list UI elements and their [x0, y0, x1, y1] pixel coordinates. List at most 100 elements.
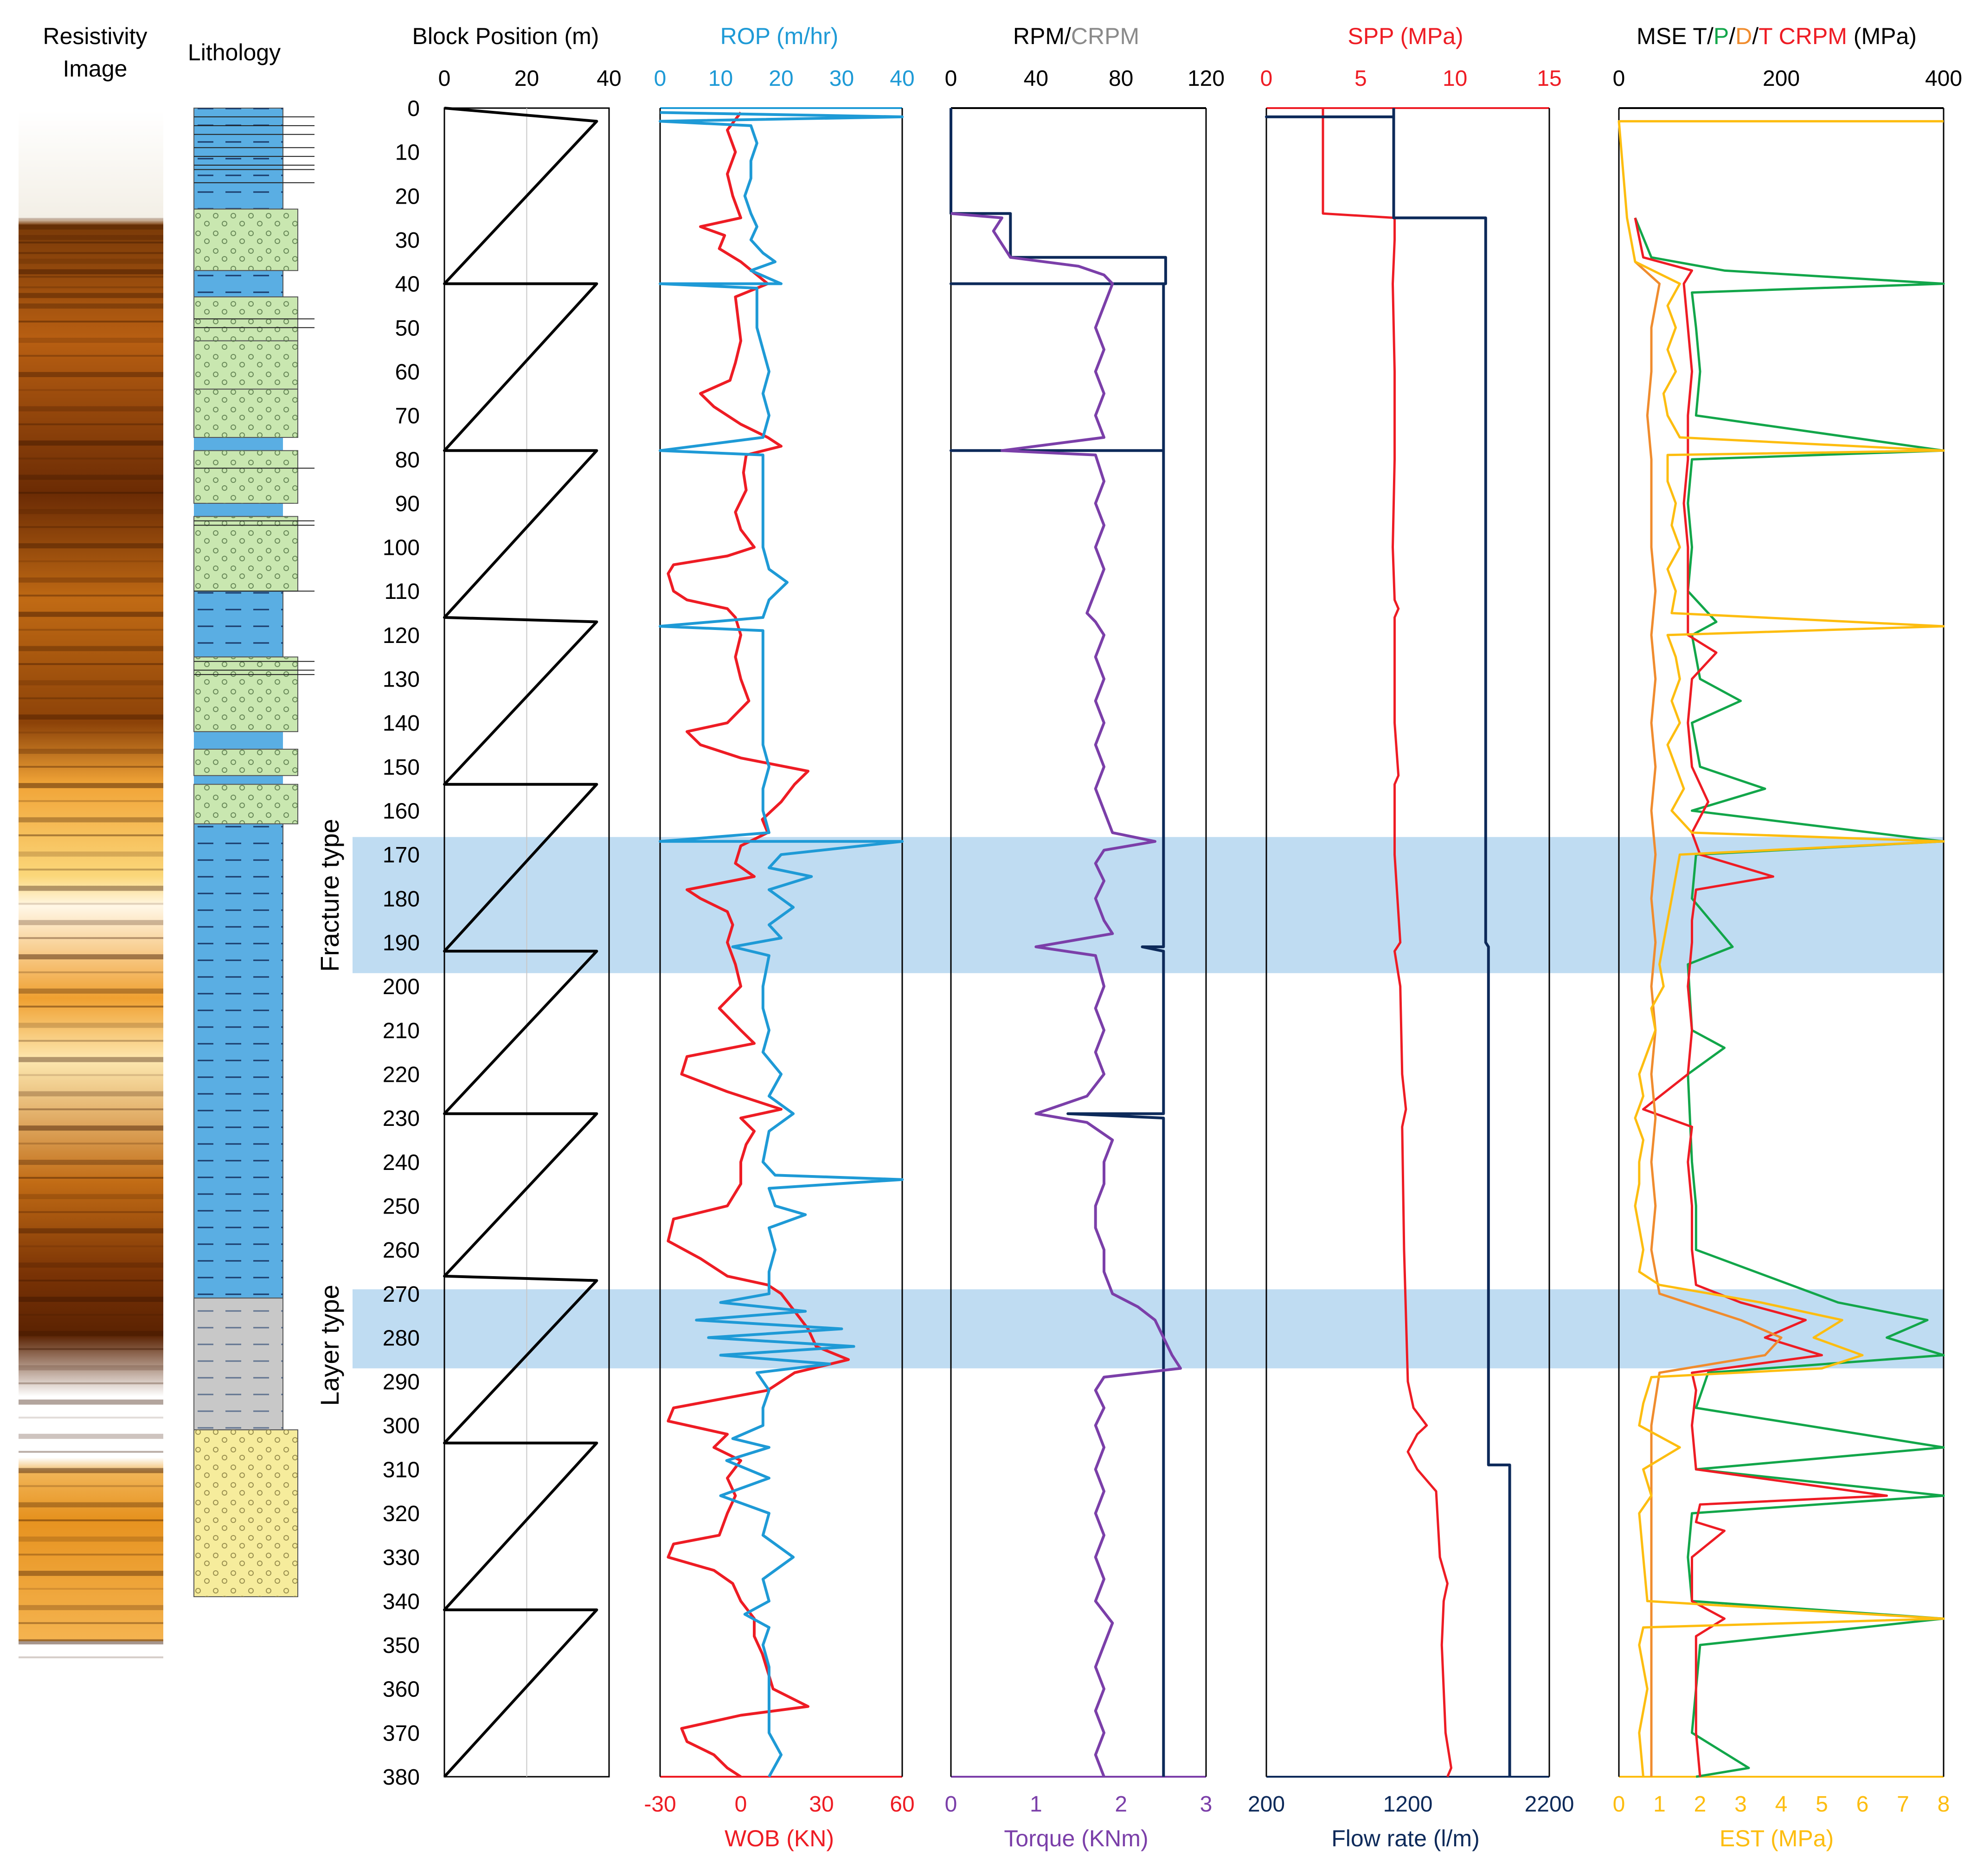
depth-tick-label: 140: [383, 711, 420, 736]
spp_flow-top-tick-label: 5: [1354, 66, 1367, 91]
mse-bottom-tick-label: 5: [1816, 1792, 1828, 1817]
mse-bottom-tick-label: 3: [1734, 1792, 1747, 1817]
mse-title-t: MSE T/: [1637, 23, 1714, 49]
resistivity-stripe: [19, 1382, 163, 1384]
torque-axis-title: Torque (KNm): [1004, 1825, 1148, 1851]
resistivity-stripe: [19, 697, 163, 700]
spp_flow-top-tick-label: 15: [1537, 66, 1561, 91]
resistivity-stripe: [19, 765, 163, 768]
resistivity-stripe: [19, 252, 163, 254]
resistivity-stripe: [19, 372, 163, 377]
resistivity-stripe: [19, 224, 163, 230]
resistivity-stripe: [19, 646, 163, 651]
depth-tick-label: 30: [395, 228, 420, 253]
spp-axis-title: SPP (MPa): [1348, 23, 1463, 49]
depth-tick-label: 120: [383, 623, 420, 648]
depth-tick-label: 180: [383, 887, 420, 912]
mse-title-unit: (MPa): [1847, 23, 1917, 49]
lithology-sand-pattern: [194, 450, 298, 503]
zone-labels: Fracture type Layer type: [315, 819, 344, 1406]
depth-tick-label: 0: [407, 96, 420, 121]
track-frames: 0 20 40 0 10 20 30 40-30 0 30 600 40 80 1200 1 2 30 5 10 15…: [438, 66, 1962, 1817]
depth-tick-label: 80: [395, 448, 420, 472]
series-line-block-position-m: [443, 107, 598, 1778]
depth-tick-label: 220: [383, 1062, 420, 1087]
resistivity-stripe: [19, 1433, 163, 1439]
resistivity-stripe: [19, 817, 163, 822]
depth-tick-label: 200: [383, 975, 420, 999]
depth-tick-label: 60: [395, 360, 420, 385]
depth-tick-label: 260: [383, 1238, 420, 1263]
resistivity-stripe: [19, 1605, 163, 1610]
resistivity-stripe: [19, 1536, 163, 1542]
rop_wob-top-tick-label: 40: [890, 66, 914, 91]
lithology-shale-pattern: [194, 108, 283, 209]
resistivity-stripe: [19, 1502, 163, 1508]
shaded-zone-fracture: [353, 837, 1944, 973]
series-line-mse-t: [1634, 218, 1888, 1777]
resistivity-stripe: [19, 509, 163, 514]
resistivity-stripe: [19, 1622, 163, 1624]
rpm_torque-bottom-tick-label: 1: [1030, 1792, 1042, 1817]
resistivity-stripe: [19, 406, 163, 411]
fracture-type-label: Fracture type: [315, 819, 344, 972]
rop_wob-top-tick-label: 0: [654, 66, 667, 91]
rpm_torque-bottom-tick-label: 0: [945, 1792, 957, 1817]
depth-tick-label: 170: [383, 843, 420, 867]
depth-tick-label: 360: [383, 1677, 420, 1702]
resistivity-stripe: [19, 492, 163, 494]
resistivity-track: Resistivity Image: [19, 23, 163, 1658]
resistivity-stripe: [19, 1074, 163, 1076]
resistivity-image: [19, 110, 163, 1641]
resistivity-stripe: [19, 1587, 163, 1590]
resistivity-stripe: [19, 1040, 163, 1042]
depth-tick-label: 90: [395, 492, 420, 516]
resistivity-stripe: [19, 321, 163, 323]
mse-top-tick-label: 0: [1613, 66, 1625, 91]
resistivity-stripe: [19, 1160, 163, 1165]
resistivity-stripe: [19, 218, 163, 220]
resistivity-stripe: [19, 1194, 163, 1199]
mse-title-sep2: /: [1752, 23, 1759, 49]
resistivity-stripe: [19, 680, 163, 686]
rpm_torque-top-tick-label: 120: [1187, 66, 1225, 91]
depth-tick-label: 370: [383, 1721, 420, 1746]
series-line-torque-knm: [950, 212, 1182, 1778]
depth-tick-label: 310: [383, 1458, 420, 1482]
rop_wob-bottom-tick-label: 60: [890, 1792, 914, 1817]
resistivity-stripe: [19, 1519, 163, 1522]
resistivity-stripe: [19, 851, 163, 857]
mse-axis-title: MSE T/P/D/T CRPM (MPa): [1637, 23, 1917, 49]
rop_wob-bottom-tick-label: 0: [735, 1792, 747, 1817]
resistivity-stripe: [19, 988, 163, 994]
spp_flow-top-tick-label: 0: [1260, 66, 1273, 91]
depth-tick-label: 20: [395, 184, 420, 209]
block-top-tick-label: 20: [514, 66, 539, 91]
resistivity-stripe: [19, 1022, 163, 1028]
resistivity-stripe: [19, 937, 163, 939]
mse-title-sep1: /: [1729, 23, 1735, 49]
rop-axis-title: ROP (m/hr): [720, 23, 839, 49]
resistivity-stripe: [19, 543, 163, 549]
depth-tick-label: 50: [395, 316, 420, 341]
rpm_torque-top-tick-label: 80: [1109, 66, 1133, 91]
resistivity-stripe: [19, 783, 163, 788]
resistivity-stripe: [19, 903, 163, 905]
depth-tick-label: 10: [395, 141, 420, 165]
resistivity-stripe: [19, 303, 163, 309]
lithology-shale-pattern: [194, 823, 283, 1298]
resistivity-stripe: [19, 954, 163, 960]
resistivity-stripe: [19, 1176, 163, 1179]
resistivity-stripe: [19, 1416, 163, 1419]
resistivity-stripe: [19, 732, 163, 734]
mse-title-d: D: [1735, 23, 1752, 49]
resistivity-stripe: [19, 276, 163, 278]
block-top-tick-label: 40: [597, 66, 621, 91]
resistivity-stripe: [19, 1245, 163, 1247]
lithology-sand-pattern: [194, 657, 298, 732]
axis-titles: Block Position (m) ROP (m/hr) WOB (KN) R…: [412, 23, 1917, 1851]
est-axis-title: EST (MPa): [1720, 1825, 1834, 1851]
series-line-wob-kn: [667, 111, 850, 1778]
resistivity-stripe: [19, 1348, 163, 1350]
resistivity-stripe: [19, 886, 163, 891]
